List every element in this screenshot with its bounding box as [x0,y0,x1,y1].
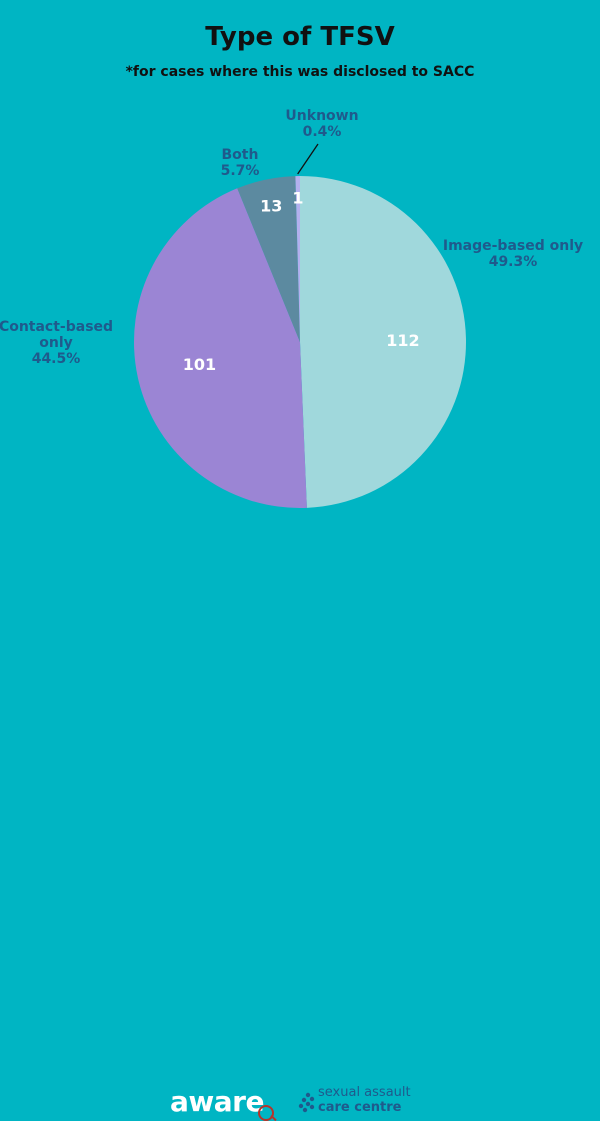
pie-slice-both [237,176,300,342]
footer: aware sexual assault care centre [0,540,600,1121]
pie-slice-unknown [295,176,300,342]
slice-value-contact-based-only: 101 [183,355,216,374]
pie-slice-contact-based-only [133,188,307,508]
slice-label-both: Both 5.7% [221,147,260,179]
sacc-logo-line1: sexual assault [318,1085,411,1100]
slice-value-both: 13 [260,197,282,216]
pie-slice-image-based-only [300,176,466,508]
slice-value-unknown: 1 [292,189,303,208]
chart-title: Type of TFSV [205,22,395,52]
aware-logo-icon [258,1105,274,1121]
slice-category-labels: Image-based only 49.3% Contact-based only 44… [0,108,583,367]
sacc-logo-icon [298,1092,315,1113]
chart-subtitle: *for cases where this was disclosed to S… [125,64,475,80]
leader-line-unknown [297,143,319,175]
sacc-logo-text: sexual assault care centre [318,1085,411,1115]
slice-label-unknown: Unknown 0.4% [285,108,358,140]
slice-value-labels: 112 101 13 1 [183,189,420,374]
slice-label-contact-based-only: Contact-based only 44.5% [0,319,113,367]
aware-logo: aware [170,1085,264,1118]
slice-value-image-based-only: 112 [386,331,419,350]
pie-chart: 112 101 13 1 Image-based only 49.3% Contact-b… [0,108,583,508]
sacc-logo-line2: care centre [318,1100,402,1115]
slice-label-image-based-only: Image-based only 49.3% [443,238,583,270]
pie-slices [133,176,466,508]
